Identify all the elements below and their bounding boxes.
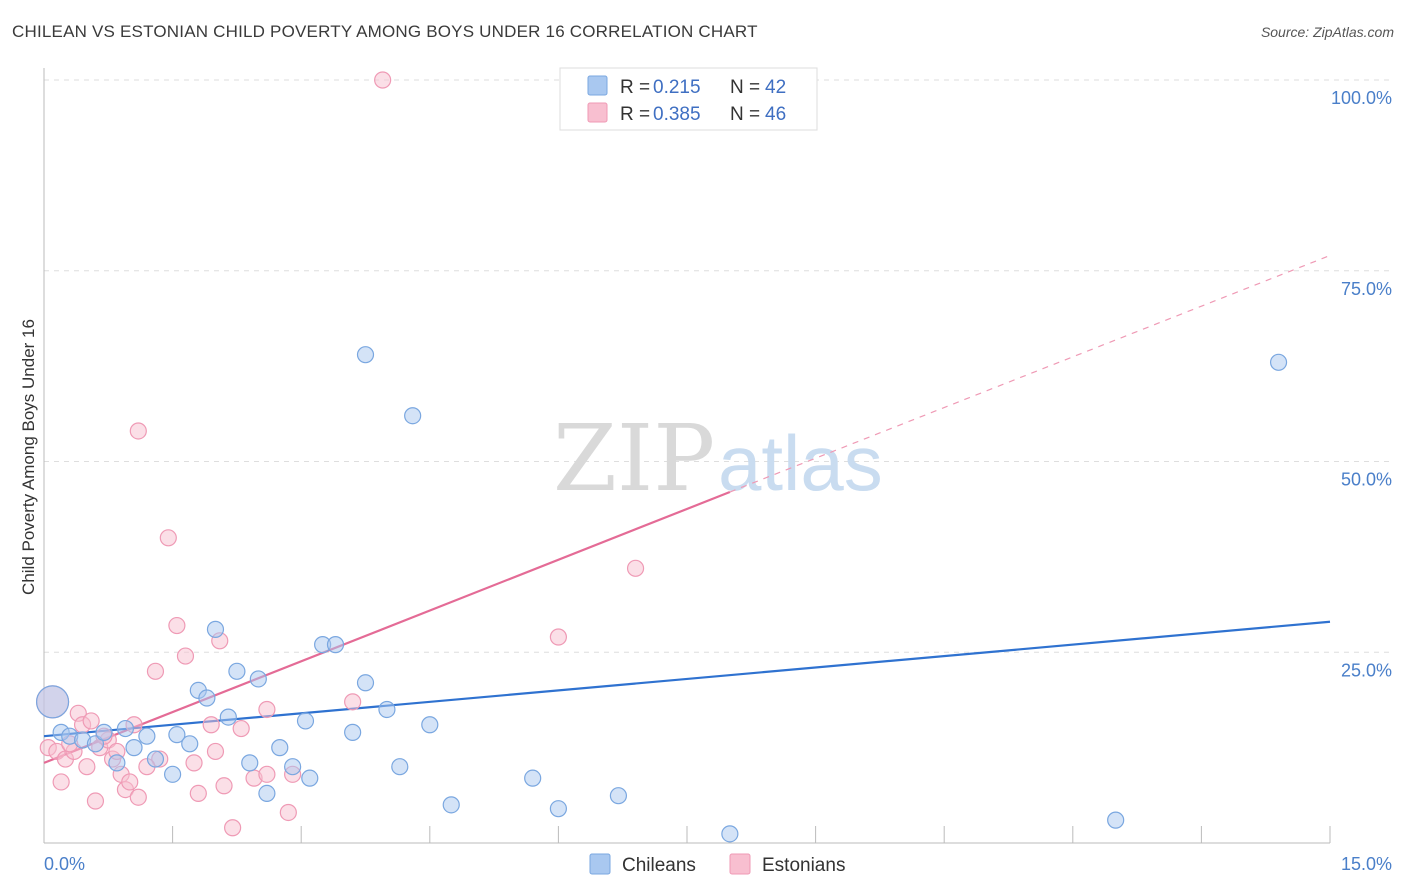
point-chileans-38: [609, 787, 628, 805]
bottom-legend-swatch-estonians: [729, 853, 751, 875]
point-estonians-24: [176, 647, 195, 665]
y-tick-label-50: 50.0%: [1341, 470, 1392, 490]
point-estonians-22: [159, 529, 177, 547]
point-chileans-19: [241, 754, 259, 772]
trend-line-estonians: [43, 490, 731, 764]
point-estonians-45: [206, 742, 225, 761]
legend-n-value-estonians: 46: [765, 104, 786, 125]
legend-n-label-chileans: N =: [730, 77, 760, 98]
point-chileans-33: [404, 407, 422, 425]
watermark-zip: ZIP: [553, 405, 715, 512]
chart-title: CHILEAN VS ESTONIAN CHILD POVERTY AMONG …: [12, 22, 758, 41]
point-estonians-37: [344, 693, 362, 711]
point-chileans-39: [721, 825, 739, 843]
point-chileans-16: [206, 620, 225, 638]
point-estonians-7: [78, 758, 96, 776]
point-chileans-24: [296, 712, 315, 730]
y-tick-label-100: 100.0%: [1331, 88, 1392, 108]
point-estonians-35: [279, 803, 297, 822]
y-axis-title: Child Poverty Among Boys Under 16: [19, 319, 38, 595]
legend-swatch-estonians: [587, 102, 608, 123]
point-chileans-32: [391, 758, 409, 776]
point-estonians-39: [549, 628, 568, 646]
point-chileans-27: [326, 636, 345, 654]
point-chileans-12: [168, 726, 186, 744]
point-chileans-41: [1269, 353, 1288, 371]
point-chileans-11: [164, 765, 182, 783]
legend-n-value-chileans: 42: [765, 77, 786, 98]
point-chileans-13: [181, 735, 199, 753]
point-chileans-9: [138, 727, 156, 745]
legend-r-label-chileans: R =: [620, 77, 650, 98]
point-estonians-30: [224, 819, 242, 837]
point-estonians-18: [129, 788, 147, 806]
point-chileans-30: [356, 346, 375, 364]
point-estonians-34: [258, 765, 276, 783]
point-chileans-8: [125, 739, 143, 757]
point-estonians-16: [121, 773, 139, 791]
point-estonians-20: [146, 662, 165, 680]
point-chileans-29: [356, 674, 375, 692]
legend-r-value-estonians: 0.385: [653, 104, 701, 125]
trend-line-estonians-extension: [729, 254, 1331, 493]
grid-lines: [44, 79, 1392, 653]
point-chileans-35: [442, 796, 460, 814]
point-chileans-6: [108, 754, 126, 772]
point-estonians-40: [626, 559, 645, 577]
watermark-atlas: atlas: [718, 419, 883, 507]
y-tick-labels: 25.0% 50.0% 75.0% 100.0%: [1331, 88, 1392, 680]
point-estonians-38: [374, 71, 392, 89]
point-chileans-31: [378, 700, 396, 719]
legend-r-label-estonians: R =: [620, 104, 650, 125]
trend-line-chileans: [43, 620, 1331, 738]
point-chileans-40: [1107, 811, 1125, 829]
point-chileans-5: [95, 723, 113, 741]
stats-legend: R = 0.215 N = 42 R = 0.385 N = 46: [559, 67, 818, 131]
point-estonians-2: [52, 773, 70, 791]
point-estonians-29: [215, 777, 233, 795]
y-tick-label-25: 25.0%: [1341, 660, 1392, 680]
source-credit: Source: ZipAtlas.com: [1260, 24, 1394, 40]
point-estonians-27: [202, 716, 220, 734]
point-estonians-33: [258, 700, 276, 719]
legend-r-value-chileans: 0.215: [653, 77, 701, 98]
point-chileans-22: [271, 739, 289, 757]
x-tick-min: 0.0%: [44, 854, 85, 874]
point-chileans-18: [228, 662, 246, 680]
point-chileans-7: [116, 719, 135, 738]
bottom-legend-label-estonians: Estonians: [762, 855, 845, 876]
legend-n-label-estonians: N =: [730, 104, 760, 125]
point-chileans-4: [86, 735, 105, 753]
point-estonians-25: [185, 754, 203, 772]
series-legend: Chileans Estonians: [589, 853, 845, 876]
y-tick-label-75: 75.0%: [1341, 279, 1392, 299]
point-estonians-26: [189, 784, 207, 803]
point-chileans-28: [344, 723, 362, 741]
bottom-legend-swatch-chileans: [589, 853, 611, 875]
point-estonians-31: [232, 719, 250, 738]
point-chileans-15: [198, 689, 216, 707]
point-estonians-9: [86, 792, 105, 810]
point-chileans-17: [219, 708, 237, 726]
point-chileans-20: [249, 670, 267, 688]
bottom-legend-label-chileans: Chileans: [622, 855, 696, 876]
point-chileans-21: [258, 784, 276, 803]
point-chileans-0: [35, 685, 70, 719]
trend-lines: [43, 254, 1331, 764]
point-chileans-34: [421, 716, 439, 734]
point-estonians-23: [168, 616, 186, 635]
data-points: [35, 71, 1288, 843]
point-chileans-10: [146, 750, 165, 768]
x-tick-max: 15.0%: [1341, 854, 1392, 874]
point-chileans-37: [549, 800, 568, 818]
point-chileans-25: [301, 769, 319, 787]
point-estonians-8: [82, 712, 100, 730]
legend-swatch-chileans: [587, 75, 608, 96]
point-estonians-19: [129, 422, 147, 440]
point-chileans-23: [284, 758, 302, 776]
point-chileans-36: [524, 769, 542, 787]
